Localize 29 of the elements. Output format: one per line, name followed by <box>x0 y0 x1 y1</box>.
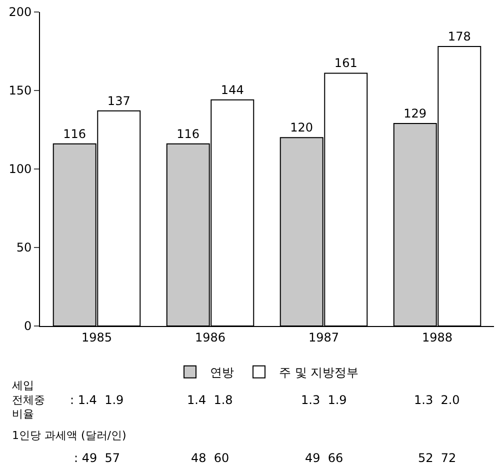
x-tick-label: 1985 <box>81 330 112 344</box>
y-tick-label: 0 <box>24 319 32 334</box>
data-label: 116 <box>176 126 200 141</box>
data-label: 137 <box>107 94 130 108</box>
y-tick-label: 200 <box>8 5 32 20</box>
y-tick-label: 50 <box>16 240 32 255</box>
text: 세입 전체중 비율 <box>12 379 45 421</box>
data-label: 120 <box>290 120 314 135</box>
text: 1인당 과세액 (달러/인) <box>12 429 126 442</box>
text: 1.3 2.0 <box>414 393 460 407</box>
text: 49 66 <box>305 451 344 465</box>
data-label: 161 <box>334 56 358 70</box>
y-tick-label: 150 <box>8 84 32 98</box>
text: : 1.4 1.9 <box>70 393 124 407</box>
legend-label: 주 및 지방정부 <box>279 366 359 380</box>
data-label: 144 <box>220 82 244 97</box>
x-tick-label: 1986 <box>194 330 226 344</box>
data-label: 129 <box>404 106 427 120</box>
data-label: 116 <box>63 126 86 141</box>
data-label: 178 <box>448 30 471 44</box>
x-tick-label: 1988 <box>422 330 453 344</box>
text: 48 60 <box>191 451 230 465</box>
y-tick-label: 100 <box>8 162 32 176</box>
legend-label: 연방 <box>210 366 234 380</box>
text: : 49 57 <box>74 451 120 465</box>
text: 1.4 1.8 <box>187 393 233 407</box>
text: 1.3 1.9 <box>301 393 347 407</box>
x-tick-label: 1987 <box>308 330 340 344</box>
text: 52 72 <box>418 451 456 465</box>
